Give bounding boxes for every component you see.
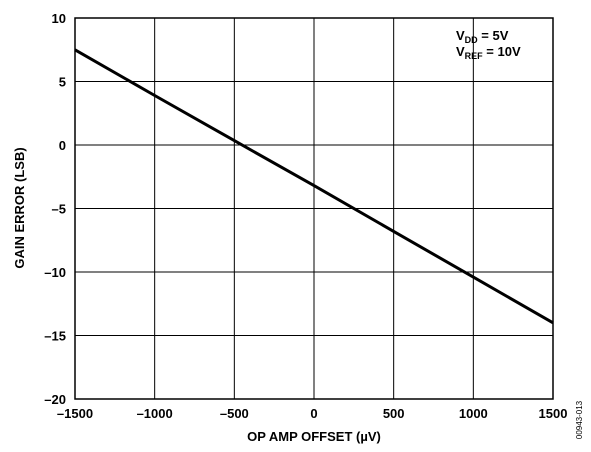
x-tick-label-3: 0 xyxy=(310,406,317,421)
series-line-0 xyxy=(74,48,554,325)
annotation-vdd-sub: DD xyxy=(465,35,478,45)
x-tick-label-1: –1000 xyxy=(137,406,173,421)
x-tick-label-0: –1500 xyxy=(57,406,93,421)
y-tick-label-6: –20 xyxy=(44,392,66,407)
x-tick-label-6: 1500 xyxy=(539,406,568,421)
x-tick-label-4: 500 xyxy=(383,406,405,421)
y-tick-labels: 10 5 0 –5 –10 –15 –20 xyxy=(44,11,66,407)
x-tick-label-5: 1000 xyxy=(459,406,488,421)
x-tick-labels: –1500 –1000 –500 0 500 1000 1500 xyxy=(57,406,568,421)
x-tick-label-2: –500 xyxy=(220,406,249,421)
annotation-vref-sub: REF xyxy=(465,51,484,61)
annotation-vref: VREF = 10V xyxy=(456,44,521,61)
y-tick-label-1: 5 xyxy=(59,75,66,90)
series-layer xyxy=(74,48,554,325)
annotation-vdd-main: V xyxy=(456,28,465,43)
annotation-vref-main: V xyxy=(456,44,465,59)
annotation-vdd-rest: = 5V xyxy=(478,28,509,43)
annotation-vdd: VDD = 5V xyxy=(456,28,509,45)
figure-id: 00943-013 xyxy=(575,400,584,439)
y-tick-label-2: 0 xyxy=(59,138,66,153)
grid xyxy=(75,18,553,399)
plot-frame xyxy=(74,17,554,400)
y-tick-label-5: –15 xyxy=(44,329,66,344)
annotation-vref-rest: = 10V xyxy=(483,44,521,59)
x-axis-title: OP AMP OFFSET (µV) xyxy=(247,429,381,444)
y-tick-label-0: 10 xyxy=(52,11,66,26)
y-tick-label-4: –10 xyxy=(44,265,66,280)
y-tick-label-3: –5 xyxy=(52,202,66,217)
y-axis-title: GAIN ERROR (LSB) xyxy=(12,147,27,268)
